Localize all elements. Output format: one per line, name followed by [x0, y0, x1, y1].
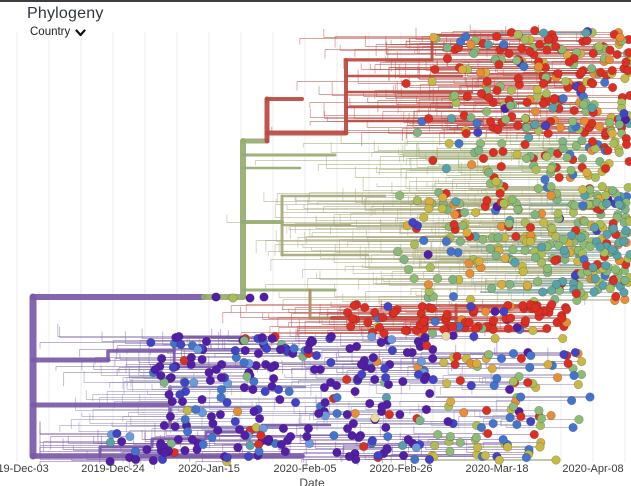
x-axis-tick-label: 2020-Jan-15: [178, 463, 240, 475]
x-axis-tick-label: 2019-Dec-24: [81, 463, 145, 475]
x-axis-tick-label: 2019-Dec-03: [0, 463, 49, 475]
panel-top-border: [0, 0, 631, 2]
panel-title: Phylogeny: [27, 5, 104, 22]
x-axis-tick-label: 2020-Feb-05: [273, 463, 337, 475]
x-axis-tick-label: 2020-Feb-26: [369, 463, 433, 475]
chevron-down-icon: [75, 28, 86, 37]
color-by-dropdown[interactable]: Country: [30, 26, 86, 38]
x-axis-tick-label: 2020-Apr-08: [562, 463, 624, 475]
tips-layer[interactable]: [105, 25, 631, 467]
x-axis-tick-label: 2020-Mar-18: [465, 463, 529, 475]
color-by-label: Country: [30, 26, 71, 38]
x-axis-title: Date: [299, 476, 325, 486]
